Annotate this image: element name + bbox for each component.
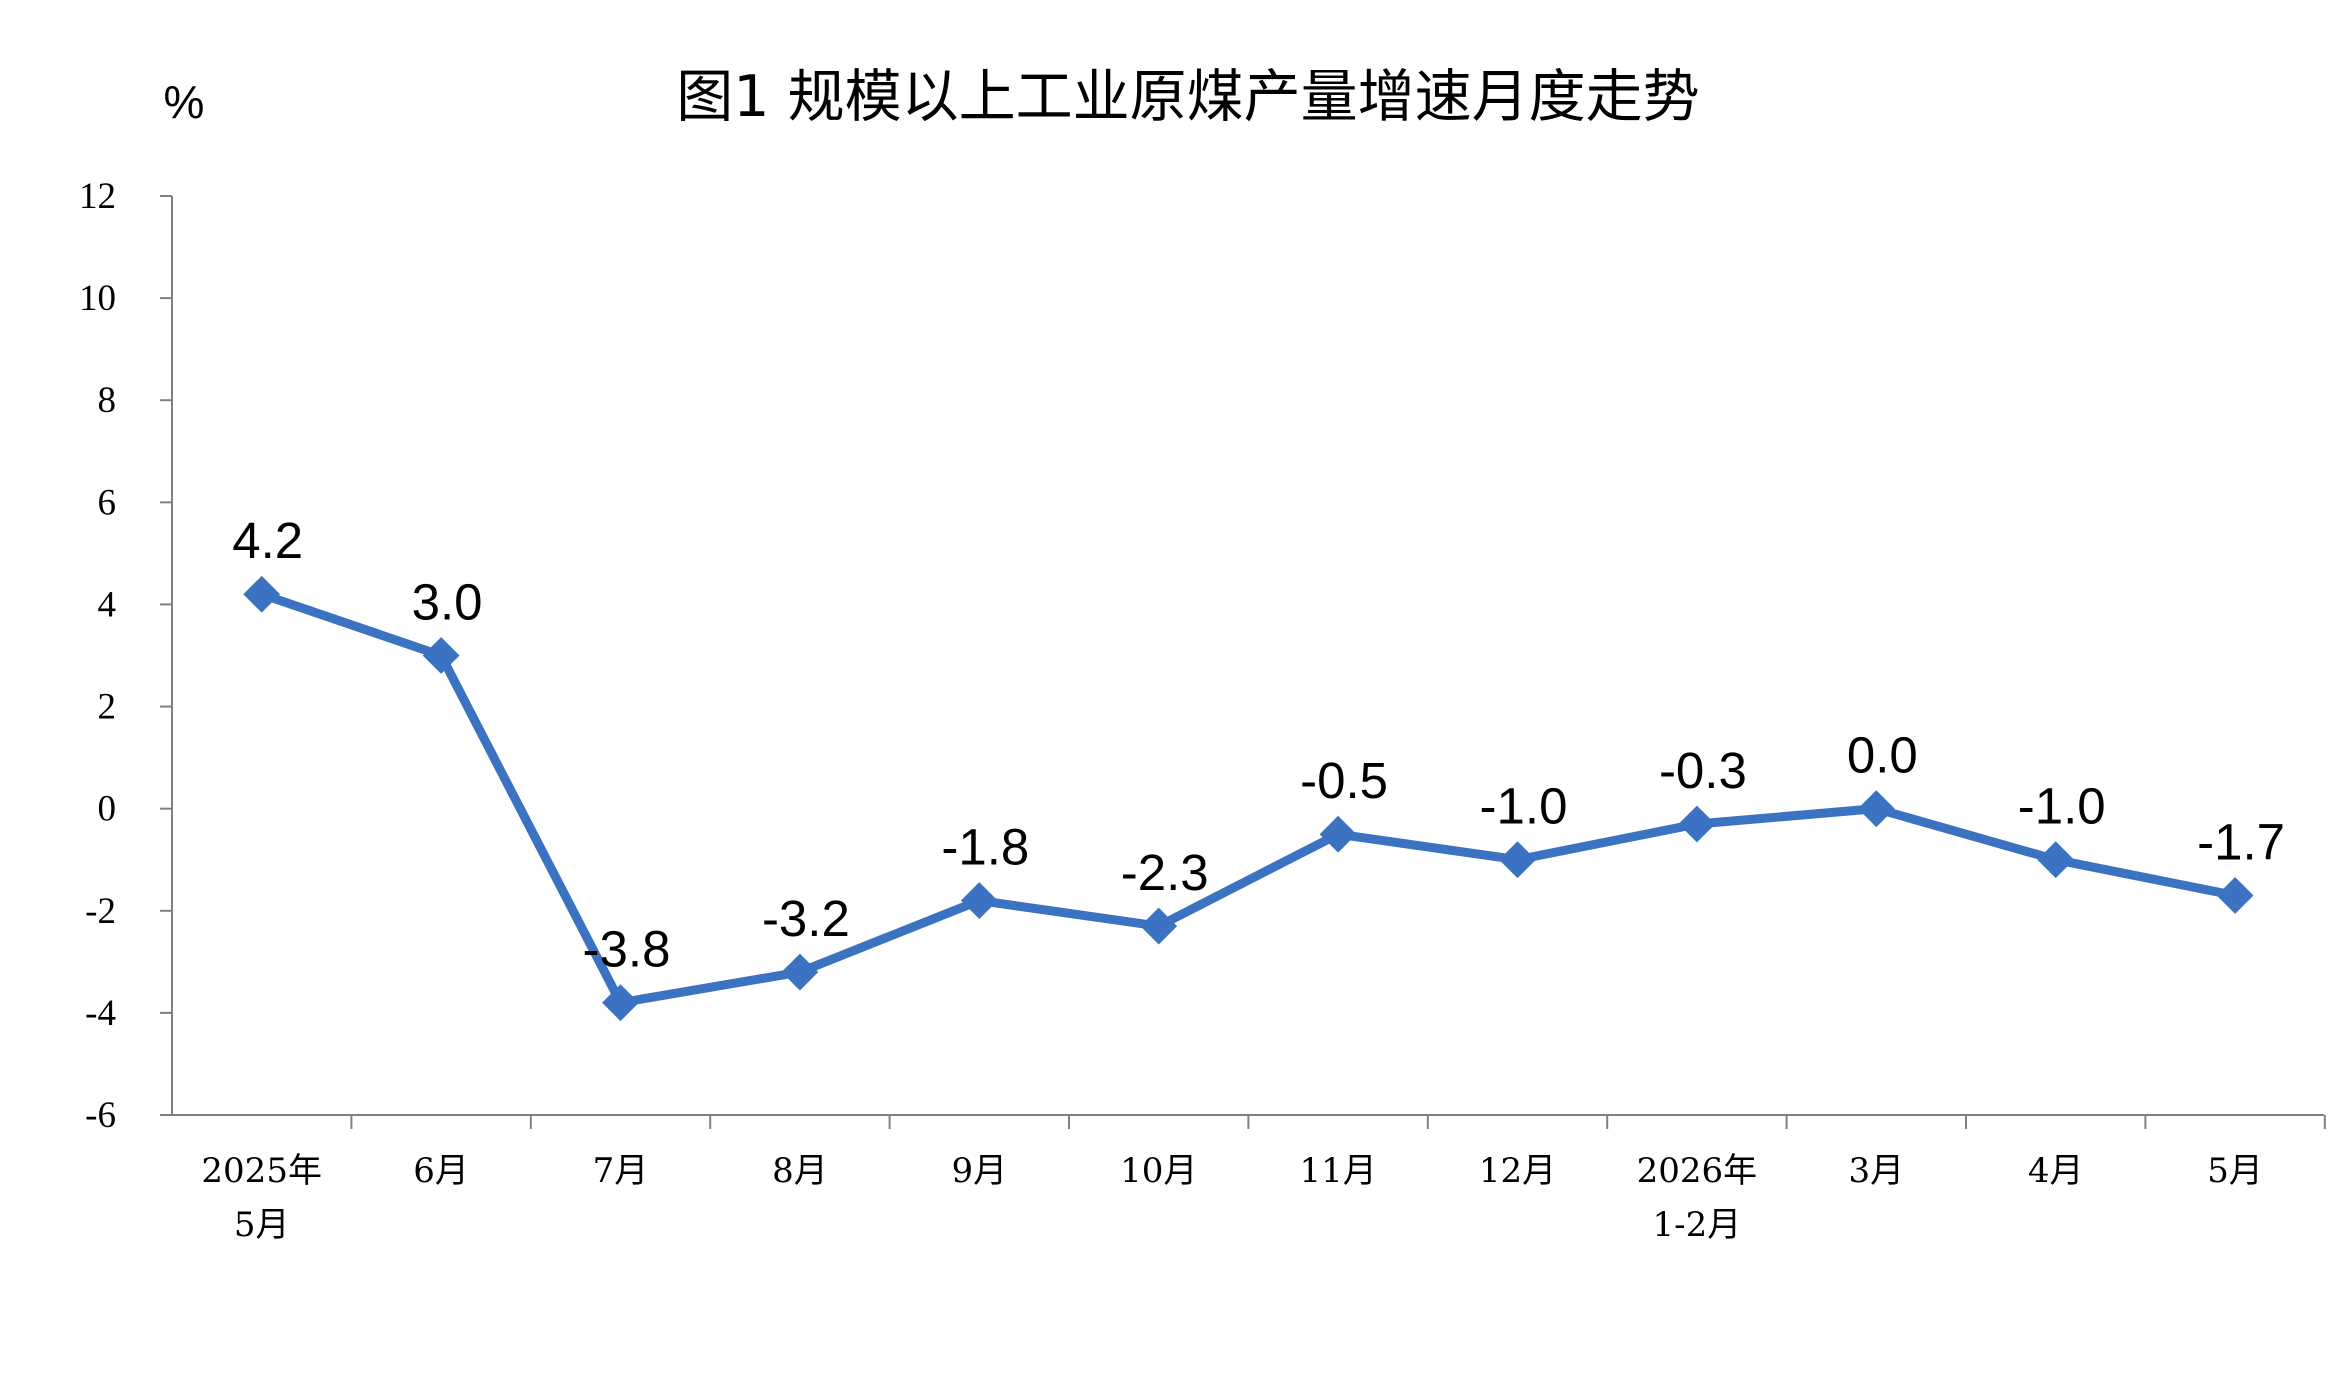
x-tick-label: 9月 (951, 1151, 1007, 1191)
data-point-marker (2037, 841, 2075, 879)
y-tick-label: 4 (98, 584, 117, 625)
x-tick-label: 2025年 5月 (201, 1151, 322, 1245)
x-tick-label: 11月 (1299, 1151, 1376, 1191)
y-axis-ticks: 12 10 8 6 4 2 0 -2 -4 -6 (79, 176, 172, 1136)
y-tick-label: 0 (98, 789, 117, 830)
data-point-marker (602, 984, 639, 1022)
data-point-marker (1678, 805, 1716, 843)
data-label: 4.2 (232, 512, 303, 569)
y-tick-label: -2 (85, 891, 116, 932)
x-tick-label: 6月 (413, 1151, 469, 1191)
data-label: -1.7 (2197, 813, 2285, 870)
y-axis-unit: % (164, 76, 205, 128)
y-tick-label: -4 (85, 993, 116, 1034)
data-labels-group: 4.2 3.0 -3.8 -3.2 -1.8 -2.3 -0.5 -1.0 -0.3 0.0 -1.… (232, 512, 2285, 977)
data-label: 0.0 (1847, 727, 1918, 784)
x-tick-label: 7月 (593, 1151, 649, 1191)
y-tick-label: 8 (98, 380, 117, 421)
data-label: -1.0 (2018, 778, 2106, 835)
data-label: -1.0 (1480, 778, 1568, 835)
x-tick-label: 12月 (1479, 1151, 1556, 1191)
chart-title: 图1 规模以上工业原煤产量增速月度走势 (676, 64, 1699, 130)
data-point-marker (960, 882, 998, 919)
y-tick-label: 2 (98, 687, 117, 728)
x-tick-label: 4月 (2028, 1151, 2084, 1191)
data-point-marker (422, 637, 460, 674)
data-point-marker (1319, 815, 1357, 853)
series-line-group (257, 589, 2240, 1008)
x-tick-label: 10月 (1120, 1151, 1197, 1191)
y-tick-label: -6 (85, 1095, 116, 1136)
x-tick-label: 5月 (2207, 1151, 2263, 1191)
data-point-marker (1857, 790, 1895, 828)
data-label: -3.8 (583, 921, 671, 978)
x-tick-label: 2026年 1-2月 (1637, 1151, 1758, 1245)
markers-group (243, 575, 2254, 1022)
data-label: -0.5 (1300, 752, 1388, 809)
data-label: -1.8 (941, 819, 1029, 876)
data-point-marker (1499, 841, 1536, 879)
data-point-marker (781, 953, 819, 991)
x-tick-label: 8月 (772, 1151, 828, 1191)
y-tick-label: 12 (79, 176, 116, 217)
y-tick-label: 10 (79, 278, 116, 319)
x-tick-label: 3月 (1848, 1151, 1904, 1191)
y-tick-label: 6 (98, 482, 117, 523)
data-point-marker (2216, 877, 2254, 914)
data-label: 3.0 (412, 574, 483, 631)
data-label: -2.3 (1121, 844, 1209, 901)
data-label: -3.2 (762, 890, 850, 947)
axes (171, 196, 2324, 1116)
data-point-marker (1140, 907, 1178, 945)
series-line (257, 589, 2240, 1008)
data-point-marker (243, 575, 281, 613)
data-label: -0.3 (1659, 742, 1747, 799)
x-axis-ticks: 2025年 5月 6月 7月 8月 9月 10月 11月 12月 2026年 1-2月 3月 4月 5月 (201, 1115, 2326, 1245)
